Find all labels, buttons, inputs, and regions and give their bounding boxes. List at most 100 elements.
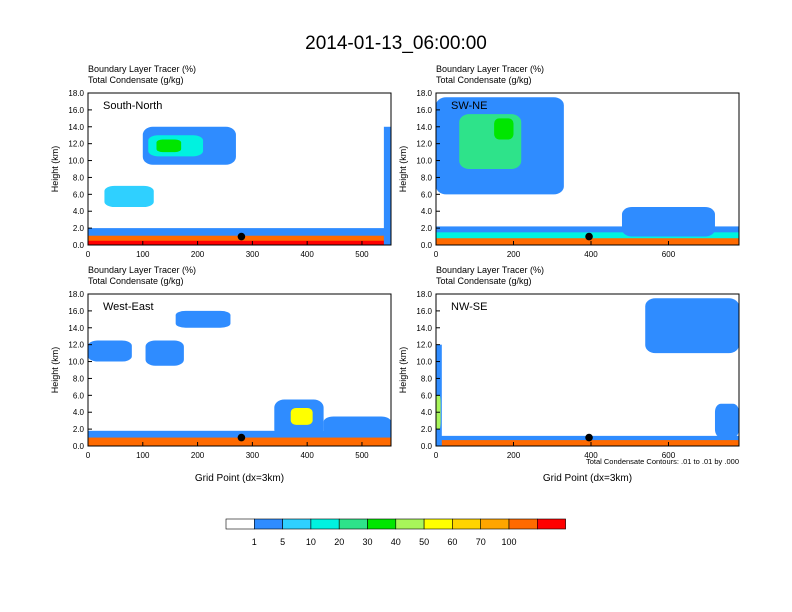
x-tick-label: 0	[86, 250, 91, 259]
y-tick-label: 8.0	[421, 374, 433, 383]
shaded-region	[290, 408, 313, 425]
shaded-region	[323, 416, 391, 438]
contour-footnote: Total Condensate Contours: .01 to .01 by…	[586, 457, 739, 466]
shaded-region	[104, 185, 154, 207]
y-tick-label: 12.0	[416, 341, 432, 350]
panel-subtitle: Boundary Layer Tracer (%)	[88, 265, 196, 275]
shaded-region	[88, 437, 391, 446]
y-tick-label: 14.0	[416, 324, 432, 333]
plot-frame	[87, 92, 392, 246]
colorbar-label: 100	[501, 537, 516, 547]
panel-subtitle: Boundary Layer Tracer (%)	[88, 64, 196, 74]
y-tick-label: 4.0	[421, 207, 433, 216]
y-tick-label: 12.0	[68, 140, 84, 149]
x-tick-label: 0	[86, 451, 91, 460]
y-tick-label: 2.0	[421, 224, 433, 233]
shaded-region	[88, 240, 391, 245]
colorbar-swatch	[423, 518, 453, 530]
y-axis-label: Height (km)	[398, 146, 408, 193]
y-tick-label: 18.0	[416, 290, 432, 299]
colorbar-swatch	[508, 518, 538, 530]
x-tick-label: 200	[191, 250, 205, 259]
y-tick-label: 8.0	[73, 173, 85, 182]
shaded-region	[383, 126, 391, 245]
main-title: 2014-01-13_06:00:00	[305, 33, 487, 54]
panel-label: West-East	[103, 301, 154, 313]
y-tick-label: 6.0	[73, 190, 85, 199]
colorbar-swatch	[536, 518, 566, 530]
panel-nw-se: Boundary Layer Tracer (%)Total Condensat…	[398, 265, 740, 484]
x-tick-label: 600	[662, 451, 676, 460]
panel-subtitle: Total Condensate (g/kg)	[88, 75, 184, 85]
x-tick-label: 400	[300, 451, 314, 460]
location-marker	[237, 232, 246, 241]
colorbar-label: 50	[419, 537, 429, 547]
x-tick-label: 500	[355, 451, 369, 460]
shaded-region	[88, 235, 391, 245]
y-tick-label: 2.0	[73, 224, 85, 233]
y-tick-label: 10.0	[416, 358, 432, 367]
colorbar: 1 5 10 20 30 40 50 60 70 100	[225, 518, 566, 547]
y-tick-label: 0.0	[73, 442, 85, 451]
location-marker	[585, 232, 593, 241]
x-tick-label: 200	[507, 250, 521, 259]
x-tick-label: 400	[300, 250, 314, 259]
x-axis-label: Grid Point (dx=3km)	[195, 473, 284, 484]
x-tick-label: 0	[434, 250, 439, 259]
y-tick-label: 2.0	[421, 425, 433, 434]
colorbar-label: 60	[447, 537, 457, 547]
x-axis-label: Grid Point (dx=3km)	[543, 473, 632, 484]
x-tick-label: 500	[355, 250, 369, 259]
y-tick-label: 18.0	[68, 89, 84, 98]
shaded-region	[175, 310, 231, 328]
x-tick-label: 400	[584, 250, 598, 259]
panel-label: SW-NE	[451, 100, 487, 112]
x-tick-label: 100	[136, 250, 150, 259]
colorbar-label: 10	[306, 537, 316, 547]
panel-label: NW-SE	[451, 301, 487, 313]
colorbar-swatch	[225, 518, 255, 530]
panel-subtitle: Total Condensate (g/kg)	[436, 276, 532, 286]
colorbar-swatch	[338, 518, 368, 530]
plot-area	[88, 93, 391, 245]
shaded-region	[156, 139, 182, 153]
y-tick-label: 18.0	[416, 89, 432, 98]
colorbar-swatch	[480, 518, 510, 530]
y-tick-label: 14.0	[68, 123, 84, 132]
panel-subtitle: Total Condensate (g/kg)	[88, 276, 184, 286]
colorbar-swatch	[310, 518, 340, 530]
y-tick-label: 10.0	[68, 358, 84, 367]
colorbar-label: 70	[476, 537, 486, 547]
colorbar-label: 30	[362, 537, 372, 547]
y-axis-label: Height (km)	[50, 146, 60, 193]
x-tick-label: 600	[662, 250, 676, 259]
y-tick-label: 4.0	[73, 408, 85, 417]
x-tick-label: 0	[434, 451, 439, 460]
x-tick-label: 300	[246, 451, 260, 460]
shaded-region	[145, 340, 184, 366]
y-tick-label: 4.0	[421, 408, 433, 417]
x-tick-label: 200	[507, 451, 521, 460]
y-tick-label: 18.0	[68, 290, 84, 299]
colorbar-label: 40	[391, 537, 401, 547]
shaded-region	[88, 340, 132, 362]
shaded-region	[494, 118, 514, 140]
shaded-region	[645, 298, 739, 354]
y-tick-label: 0.0	[421, 241, 433, 250]
panel-label: South-North	[103, 100, 162, 112]
panel-south-north: Boundary Layer Tracer (%)Total Condensat…	[50, 64, 392, 259]
colorbar-label: 5	[280, 537, 285, 547]
y-tick-label: 8.0	[73, 374, 85, 383]
colorbar-label: 20	[334, 537, 344, 547]
location-marker	[585, 433, 593, 442]
y-tick-label: 14.0	[416, 123, 432, 132]
panel-sw-ne: Boundary Layer Tracer (%)Total Condensat…	[398, 64, 740, 259]
panel-subtitle: Boundary Layer Tracer (%)	[436, 64, 544, 74]
colorbar-swatch	[395, 518, 425, 530]
x-tick-label: 200	[191, 451, 205, 460]
y-tick-label: 4.0	[73, 207, 85, 216]
y-axis-label: Height (km)	[50, 347, 60, 394]
y-tick-label: 16.0	[68, 106, 84, 115]
plot-frame	[435, 92, 740, 246]
y-tick-label: 12.0	[416, 140, 432, 149]
